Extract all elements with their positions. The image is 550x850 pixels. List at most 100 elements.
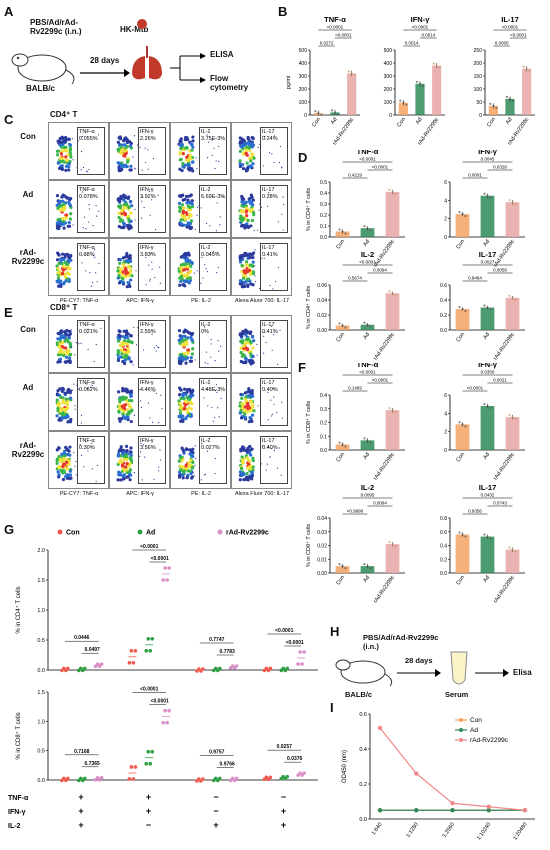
flow-dot	[119, 194, 123, 199]
gate-marker: IL-17	[262, 187, 275, 193]
x-tick-label: rAd-Rv2299c	[493, 239, 516, 269]
flow-plot: IFN-γ 2.59%	[109, 315, 170, 373]
flow-dot	[66, 348, 71, 352]
flow-dot	[68, 148, 72, 152]
flow-dot	[69, 352, 73, 357]
data-point	[330, 109, 334, 112]
flow-dot	[121, 404, 125, 409]
flow-dot	[87, 387, 89, 390]
data-point	[341, 565, 344, 568]
flow-dot	[254, 251, 256, 253]
flow-dot	[129, 334, 133, 338]
gate-marker: IFN-γ	[140, 245, 154, 251]
data-point	[450, 808, 455, 813]
data-point	[369, 229, 372, 232]
panel-c-flow: CD4⁺ T Con TNF-α 0.055% IFN-γ 2.26% IL-2 3.75E-…	[10, 110, 295, 305]
y-tick-label: 1.5	[37, 578, 45, 584]
flow-dot	[87, 221, 90, 223]
flow-dot	[185, 225, 189, 229]
flow-plot: IFN-γ 3.92%	[109, 180, 170, 238]
flow-dot	[239, 359, 243, 364]
flow-dot	[245, 347, 250, 351]
data-point	[415, 80, 419, 83]
flow-plot: IFN-γ 3.83%	[109, 238, 170, 296]
serum-label: Serum	[445, 690, 469, 699]
flow-dot	[55, 264, 59, 268]
flow-dot	[178, 150, 182, 154]
flow-dot	[59, 223, 63, 227]
flow-dot	[179, 396, 183, 401]
x-tick-label: rAd-Rv2299c	[373, 452, 396, 482]
p-value: <0.0001	[335, 33, 352, 38]
flow-dot	[177, 201, 182, 205]
data-point	[399, 99, 402, 102]
flow-dot	[155, 350, 157, 352]
gate-percent: 3.92%	[140, 194, 156, 200]
flow-dot	[78, 388, 80, 390]
flow-dot	[272, 387, 274, 390]
data-point	[369, 567, 372, 570]
flow-dot	[80, 150, 83, 153]
data-point	[341, 443, 344, 446]
flow-gate	[199, 185, 227, 233]
flow-dot	[244, 333, 248, 337]
flow-dot	[139, 451, 142, 453]
y-tick-label: 0.2	[320, 213, 327, 219]
flow-dot	[187, 460, 191, 465]
data-point	[285, 666, 290, 671]
flow-label: Flow cytometry	[210, 74, 249, 92]
flow-dot	[180, 203, 185, 207]
flow-dot	[64, 416, 68, 420]
p-value: 0.7365	[85, 761, 101, 767]
flow-dot	[187, 387, 191, 391]
bar	[455, 424, 470, 450]
y-tick-label: 2.0	[37, 548, 45, 554]
flow-dot	[125, 399, 129, 403]
flow-dot	[184, 361, 188, 365]
flow-dot	[268, 152, 271, 154]
flow-dot	[150, 252, 152, 255]
flow-dot	[181, 262, 186, 266]
panel-label-g: G	[4, 522, 15, 537]
flow-dot	[121, 477, 126, 481]
gate-percent: 0%	[201, 329, 209, 335]
flow-dot	[64, 400, 68, 405]
p-value: <0.0001	[372, 165, 389, 170]
flow-dot	[279, 145, 282, 148]
flow-dot	[57, 284, 61, 288]
flow-dots	[238, 192, 285, 232]
flow-dot	[256, 229, 259, 231]
data-point	[525, 67, 528, 70]
g-sign: −	[213, 792, 218, 802]
flow-dot	[81, 262, 83, 264]
flow-dot	[276, 467, 278, 469]
flow-dot	[122, 329, 126, 333]
flow-dot	[240, 339, 244, 343]
flow-dot	[251, 354, 255, 358]
flow-dot	[67, 137, 71, 141]
flow-dot	[144, 161, 147, 164]
flow-axis-label: PE: IL-2	[191, 491, 211, 497]
flow-dot	[214, 472, 216, 475]
flow-dot	[187, 281, 191, 285]
flow-dot	[55, 398, 59, 402]
gate-percent: 0.078%	[79, 194, 98, 200]
flow-dot	[148, 264, 150, 266]
flow-dots	[116, 135, 155, 173]
chart-title: IL-17	[479, 250, 497, 259]
data-point	[234, 664, 239, 668]
flow-dot	[119, 145, 123, 149]
flow-dot	[245, 260, 249, 264]
x-tick-label: Ad	[505, 117, 514, 126]
bar	[522, 68, 532, 115]
flow-dot	[181, 358, 185, 362]
data-point	[144, 649, 149, 653]
flow-dot	[180, 277, 184, 281]
data-point	[421, 84, 425, 87]
flow-dot	[245, 141, 249, 145]
bar	[480, 406, 495, 450]
flow-dot	[273, 396, 275, 398]
flow-dot	[127, 195, 131, 199]
flow-dot	[204, 326, 206, 328]
flow-dot	[138, 455, 141, 457]
